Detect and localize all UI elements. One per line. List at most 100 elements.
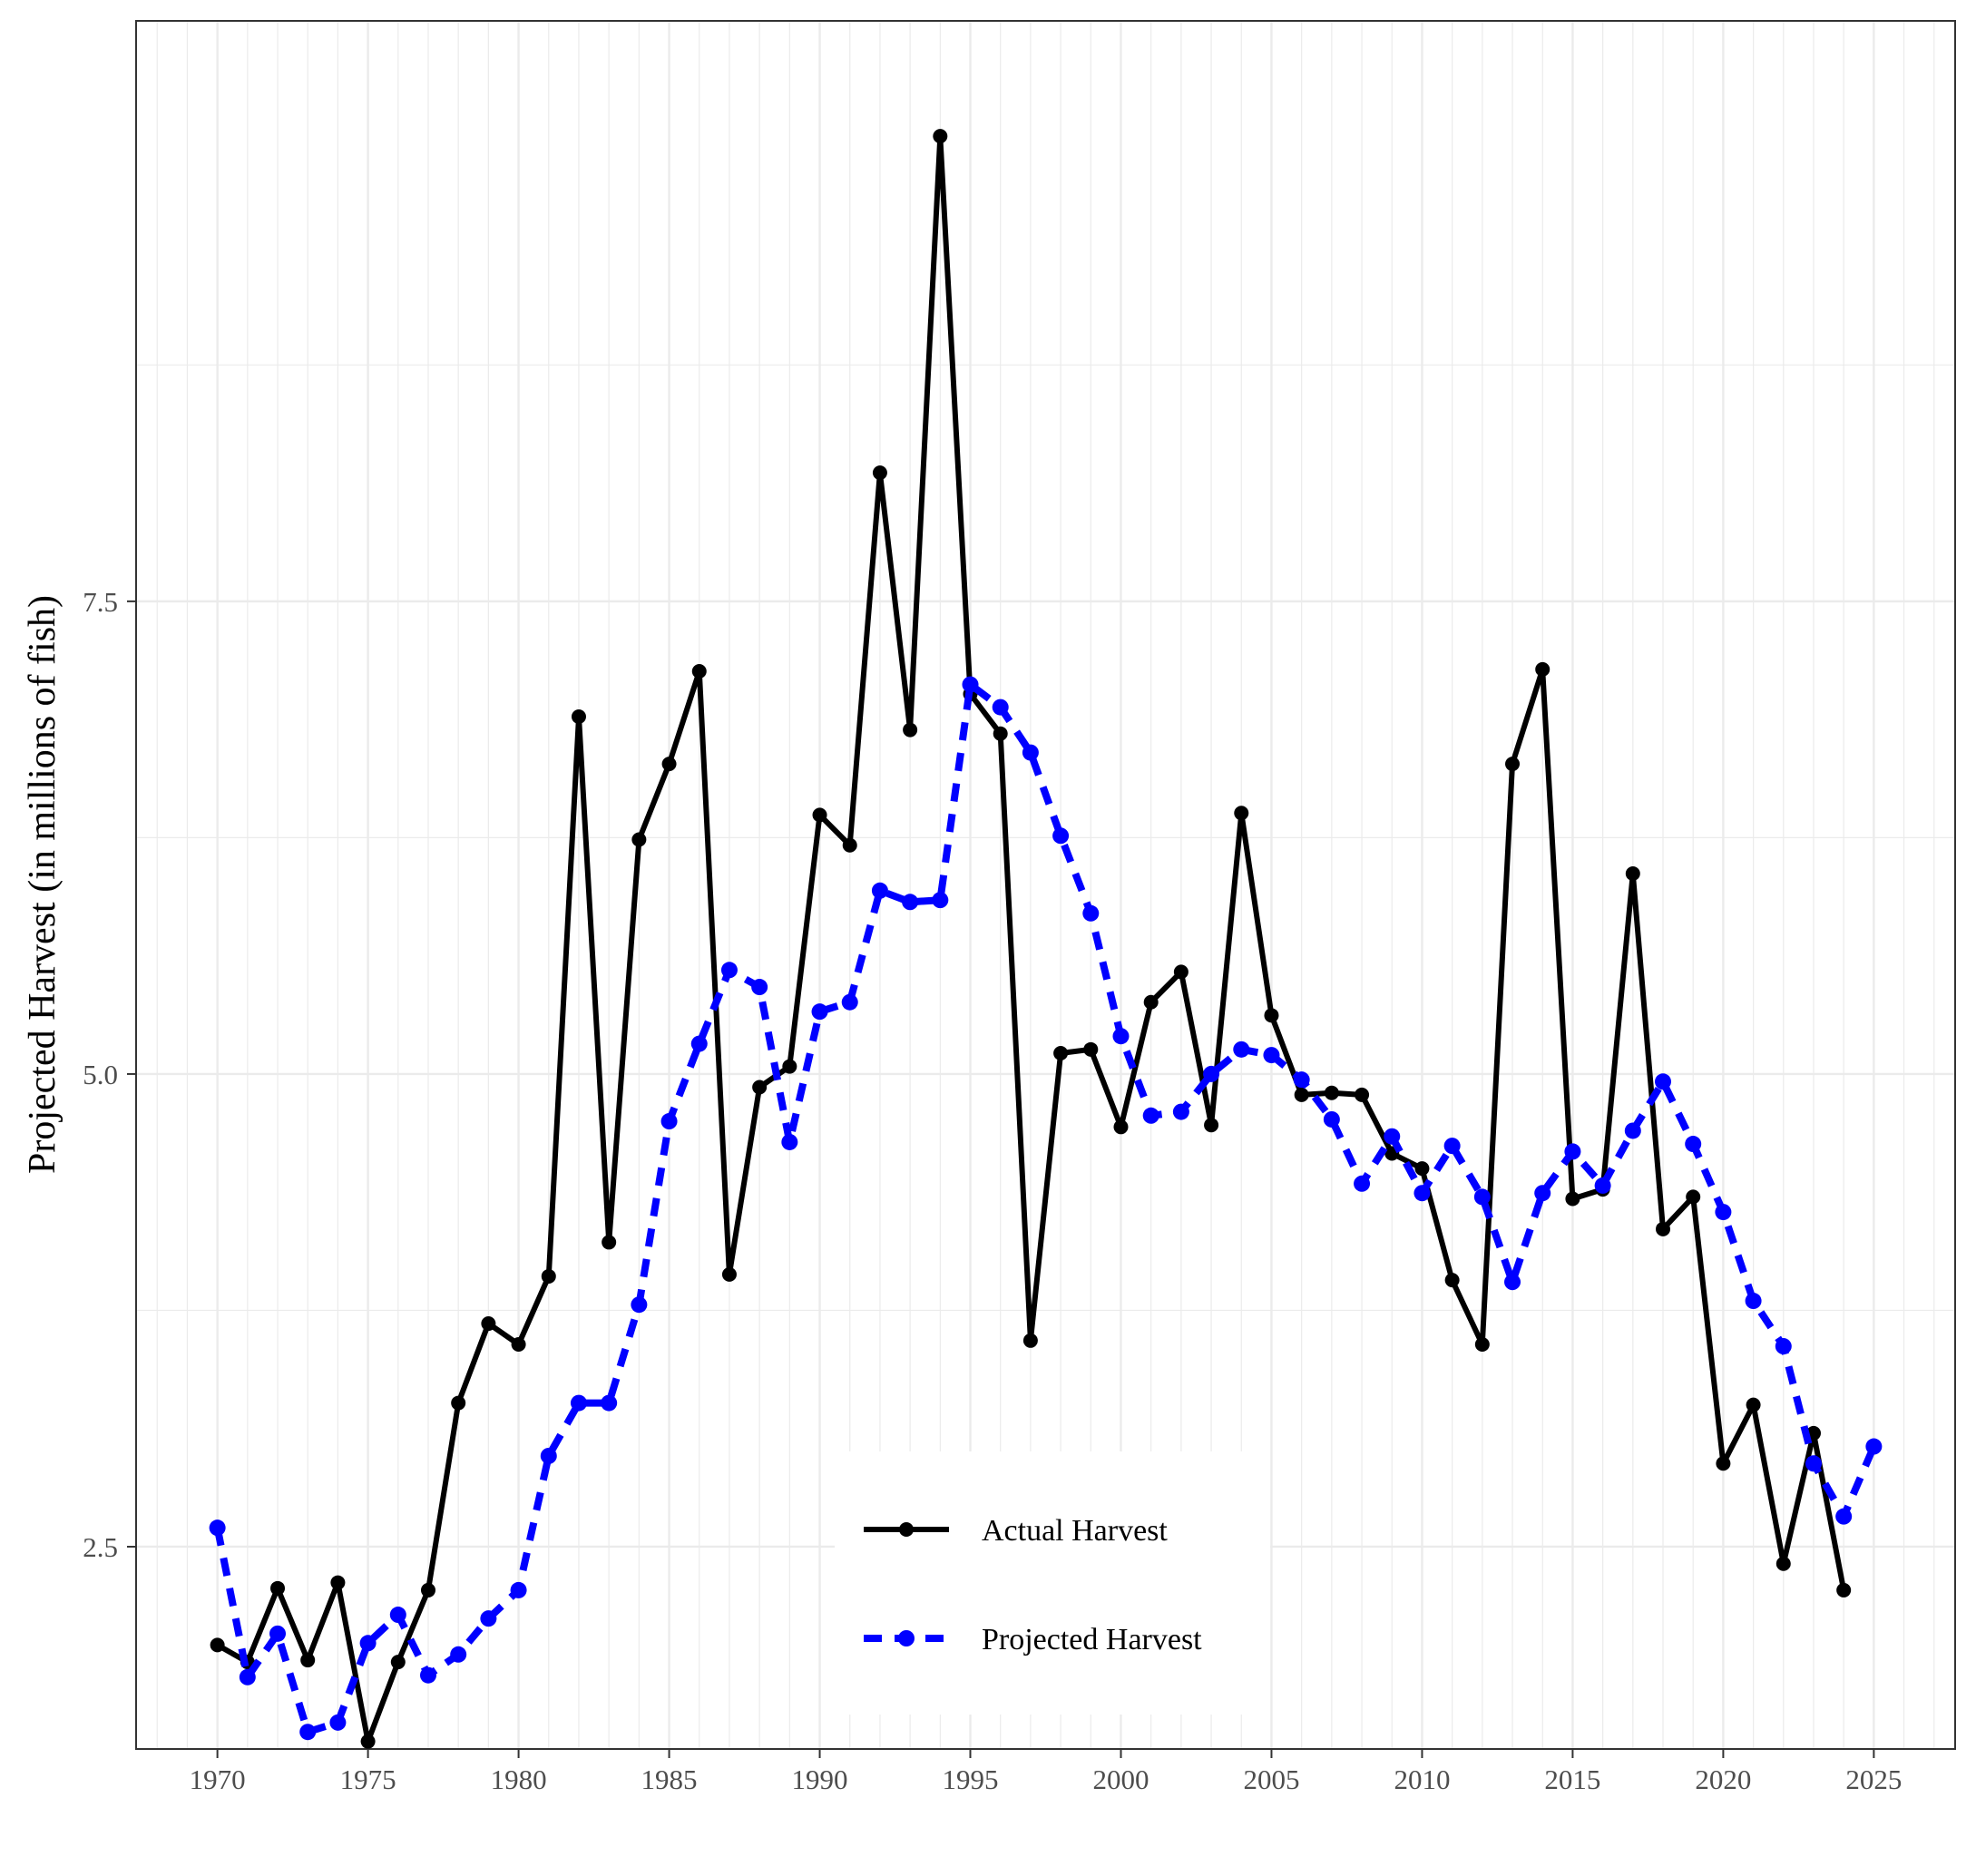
data-point-projected-harvest bbox=[389, 1607, 406, 1624]
data-point-projected-harvest bbox=[570, 1394, 587, 1412]
data-point-projected-harvest bbox=[450, 1646, 467, 1663]
data-point-projected-harvest bbox=[1745, 1293, 1762, 1310]
data-point-actual-harvest bbox=[872, 465, 887, 481]
data-point-actual-harvest bbox=[1143, 994, 1159, 1010]
data-point-actual-harvest bbox=[1414, 1161, 1430, 1177]
x-tick-label: 2015 bbox=[1544, 1764, 1600, 1795]
data-point-projected-harvest bbox=[932, 892, 949, 909]
data-point-actual-harvest bbox=[933, 129, 948, 144]
x-tick-label: 1980 bbox=[491, 1764, 547, 1795]
data-point-actual-harvest bbox=[270, 1580, 286, 1596]
data-point-projected-harvest bbox=[1384, 1128, 1401, 1145]
data-point-actual-harvest bbox=[1324, 1085, 1339, 1100]
x-tick-label: 2025 bbox=[1845, 1764, 1902, 1795]
data-point-actual-harvest bbox=[1656, 1221, 1671, 1236]
data-point-actual-harvest bbox=[1264, 1008, 1279, 1023]
plot-panel-border bbox=[135, 20, 1956, 1750]
data-point-actual-harvest bbox=[451, 1395, 466, 1411]
legend-marker-actual-harvest bbox=[899, 1522, 914, 1537]
data-point-projected-harvest bbox=[1263, 1047, 1280, 1064]
data-point-projected-harvest bbox=[1655, 1073, 1672, 1090]
y-axis-title: Projected Harvest (in millions of fish) bbox=[22, 595, 64, 1174]
data-point-actual-harvest bbox=[1716, 1456, 1731, 1471]
x-tick-label: 1995 bbox=[943, 1764, 999, 1795]
data-point-actual-harvest bbox=[1173, 964, 1189, 980]
x-tick-label: 2000 bbox=[1092, 1764, 1149, 1795]
data-point-actual-harvest bbox=[661, 757, 677, 772]
data-point-actual-harvest bbox=[1686, 1189, 1701, 1205]
data-point-projected-harvest bbox=[1534, 1185, 1551, 1202]
data-point-projected-harvest bbox=[1685, 1136, 1702, 1153]
data-point-projected-harvest bbox=[1473, 1188, 1491, 1206]
legend-item-projected-harvest: Projected Harvest bbox=[864, 1623, 1202, 1656]
data-point-actual-harvest bbox=[390, 1655, 406, 1670]
data-point-actual-harvest bbox=[420, 1582, 435, 1598]
x-tick-label: 2010 bbox=[1394, 1764, 1450, 1795]
data-point-projected-harvest bbox=[1443, 1138, 1461, 1155]
data-point-actual-harvest bbox=[721, 1266, 737, 1282]
data-point-projected-harvest bbox=[1203, 1065, 1220, 1082]
x-tick-label: 2020 bbox=[1695, 1764, 1751, 1795]
data-point-actual-harvest bbox=[752, 1080, 768, 1095]
data-point-actual-harvest bbox=[993, 726, 1008, 741]
data-point-projected-harvest bbox=[1594, 1177, 1611, 1194]
series-projected-harvest bbox=[209, 676, 1883, 1741]
data-point-projected-harvest bbox=[1715, 1204, 1732, 1221]
data-point-projected-harvest bbox=[1835, 1508, 1853, 1525]
data-point-actual-harvest bbox=[1053, 1045, 1069, 1060]
data-point-projected-harvest bbox=[299, 1724, 317, 1741]
data-point-projected-harvest bbox=[1323, 1110, 1340, 1128]
legend-item-actual-harvest: Actual Harvest bbox=[864, 1514, 1168, 1548]
data-point-projected-harvest bbox=[510, 1581, 527, 1598]
data-point-actual-harvest bbox=[571, 709, 586, 725]
data-point-projected-harvest bbox=[1564, 1143, 1581, 1160]
data-point-projected-harvest bbox=[1293, 1071, 1310, 1089]
data-point-projected-harvest bbox=[601, 1394, 618, 1412]
data-point-actual-harvest bbox=[1746, 1397, 1761, 1412]
legend-label-projected-harvest: Projected Harvest bbox=[982, 1623, 1202, 1656]
data-point-projected-harvest bbox=[992, 699, 1009, 716]
data-point-actual-harvest bbox=[812, 807, 827, 823]
y-axis: 2.5 5.0 7.5 bbox=[83, 586, 136, 1563]
data-point-projected-harvest bbox=[1022, 744, 1039, 761]
data-point-actual-harvest bbox=[1294, 1087, 1309, 1102]
legend-marker-projected-harvest bbox=[898, 1630, 915, 1646]
y-tick-label: 5.0 bbox=[83, 1059, 118, 1090]
data-point-actual-harvest bbox=[782, 1059, 797, 1074]
data-point-projected-harvest bbox=[1805, 1455, 1822, 1472]
data-point-actual-harvest bbox=[300, 1653, 316, 1668]
data-point-projected-harvest bbox=[660, 1113, 678, 1130]
data-point-actual-harvest bbox=[511, 1336, 526, 1352]
legend-label-actual-harvest: Actual Harvest bbox=[982, 1514, 1168, 1548]
data-point-projected-harvest bbox=[781, 1133, 798, 1150]
data-point-projected-harvest bbox=[419, 1666, 436, 1684]
data-point-projected-harvest bbox=[902, 894, 919, 911]
data-point-actual-harvest bbox=[1083, 1041, 1099, 1057]
data-point-projected-harvest bbox=[480, 1610, 497, 1627]
x-tick-label: 1975 bbox=[340, 1764, 396, 1795]
x-tick-label: 2005 bbox=[1243, 1764, 1299, 1795]
data-point-projected-harvest bbox=[239, 1668, 256, 1685]
data-point-projected-harvest bbox=[841, 993, 858, 1011]
data-point-actual-harvest bbox=[1022, 1333, 1038, 1348]
data-point-projected-harvest bbox=[540, 1447, 557, 1464]
data-point-projected-harvest bbox=[690, 1035, 708, 1052]
data-point-projected-harvest bbox=[1414, 1185, 1431, 1202]
data-point-projected-harvest bbox=[811, 1003, 828, 1021]
data-point-projected-harvest bbox=[720, 962, 738, 979]
data-point-actual-harvest bbox=[691, 663, 707, 679]
data-point-projected-harvest bbox=[209, 1519, 226, 1537]
data-point-projected-harvest bbox=[1112, 1028, 1130, 1045]
data-point-actual-harvest bbox=[1775, 1556, 1791, 1571]
data-point-actual-harvest bbox=[1204, 1118, 1219, 1133]
data-point-projected-harvest bbox=[1142, 1107, 1159, 1124]
data-point-actual-harvest bbox=[903, 722, 918, 738]
data-point-actual-harvest bbox=[1836, 1582, 1852, 1598]
x-axis: 1970 1975 1980 1985 1990 1995 2000 2005 2010 2015… bbox=[190, 1749, 1902, 1795]
data-point-actual-harvest bbox=[1535, 661, 1550, 677]
data-point-projected-harvest bbox=[1082, 904, 1100, 922]
data-point-projected-harvest bbox=[962, 676, 979, 693]
data-point-actual-harvest bbox=[1444, 1273, 1460, 1288]
data-point-projected-harvest bbox=[1775, 1338, 1792, 1355]
